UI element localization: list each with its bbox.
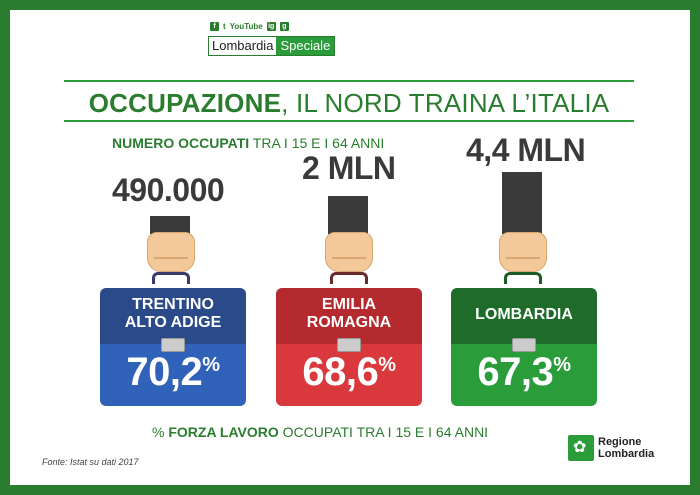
- sleeve-lombardia: [502, 172, 542, 234]
- briefcase-lombardia: LOMBARDIA 67,3%: [451, 288, 597, 406]
- lombardia-speciale-logo: Lombardia Speciale: [208, 36, 336, 56]
- twitter-icon[interactable]: t: [223, 22, 226, 31]
- sleeve-trentino: [150, 216, 190, 234]
- briefcase-trentino: TRENTINO ALTO ADIGE 70,2%: [100, 288, 246, 406]
- footer-caption: % FORZA LAVORO OCCUPATI TRA I 15 E I 64 …: [152, 424, 489, 440]
- clasp: [161, 338, 185, 352]
- youtube-icon[interactable]: YouTube: [229, 22, 263, 31]
- brand-left: Lombardia: [209, 37, 277, 55]
- clasp: [337, 338, 361, 352]
- clasp: [512, 338, 536, 352]
- region-label: EMILIA ROMAGNA: [306, 296, 392, 331]
- facebook-icon[interactable]: f: [210, 22, 219, 31]
- logo-text: Regione Lombardia: [598, 436, 655, 460]
- source-note: Fonte: Istat su dati 2017: [42, 457, 139, 467]
- value-lombardia: 4,4 MLN: [466, 132, 586, 168]
- google-icon[interactable]: g: [279, 22, 289, 31]
- region-label: LOMBARDIA: [475, 306, 573, 323]
- region-percentage: 67,3%: [477, 350, 571, 394]
- social-icons: f t YouTube ig g: [210, 22, 335, 31]
- hand-lombardia: [499, 232, 547, 272]
- brand-right: Speciale: [276, 37, 335, 55]
- handle-emilia: [330, 272, 368, 284]
- page-title: OCCUPAZIONE, IL NORD TRAINA L’ITALIA: [88, 88, 610, 118]
- title-bottom-rule: [64, 120, 634, 122]
- sleeve-emilia: [328, 196, 368, 234]
- regione-lombardia-icon: [568, 435, 594, 461]
- handle-trentino: [152, 272, 190, 284]
- value-emilia: 2 MLN: [302, 150, 396, 186]
- subtitle: NUMERO OCCUPATI TRA I 15 E I 64 ANNI: [112, 135, 385, 151]
- region-percentage: 68,6%: [302, 350, 396, 394]
- handle-lombardia: [504, 272, 542, 284]
- title-top-rule: [64, 80, 634, 82]
- hand-emilia: [325, 232, 373, 272]
- region-percentage: 70,2%: [126, 350, 220, 394]
- region-label: TRENTINO ALTO ADIGE: [124, 296, 222, 331]
- hand-trentino: [147, 232, 195, 272]
- briefcase-emilia: EMILIA ROMAGNA 68,6%: [276, 288, 422, 406]
- instagram-icon[interactable]: ig: [266, 22, 276, 31]
- value-trentino: 490.000: [112, 172, 225, 208]
- header: f t YouTube ig g Lombardia Speciale: [208, 22, 336, 56]
